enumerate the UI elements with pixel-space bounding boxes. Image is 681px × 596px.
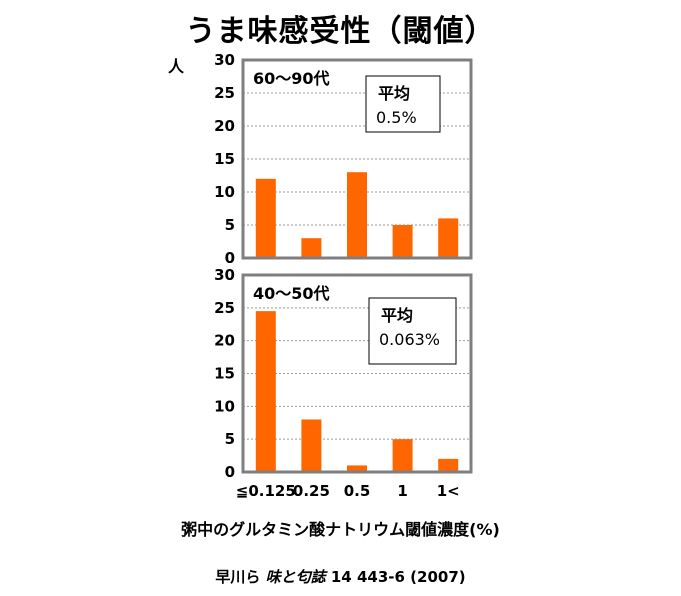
panel-2-bar-4 [392, 439, 413, 472]
panel-2-label: 40〜50代 [253, 284, 330, 303]
panel-2-y-tick-label: 5 [225, 430, 235, 448]
panel-2-mean-title: 平均 [381, 306, 413, 325]
panel-2-mean-box [368, 297, 457, 365]
citation-details: 14 443-6 (2007) [330, 568, 466, 586]
panel-1-bar-1 [255, 178, 276, 258]
panel-1-mean-value: 0.5% [376, 108, 417, 127]
panel-2-frame [241, 273, 473, 474]
panel-1-bar-3 [347, 172, 367, 258]
panel-2-bar-5 [438, 458, 459, 472]
x-axis-title: 粥中のグルタミン酸ナトリウム閾値濃度(%) [181, 520, 500, 539]
panel-2-bar-1 [255, 311, 276, 472]
panel-2-y-tick-label: 25 [214, 299, 235, 317]
panel-1-y-tick-label: 25 [214, 84, 235, 102]
panel-1-y-tick-label: 10 [214, 183, 235, 201]
chart-title: うま味感受性（閾値） [185, 14, 496, 49]
panel-1-bar-4 [392, 225, 413, 258]
panel-1-mean-title: 平均 [378, 84, 410, 103]
panel-2-bar-3 [347, 465, 367, 472]
panel-1-y-axis-label: 人 [168, 57, 185, 76]
citation-authors: 早川ら [215, 568, 261, 586]
panel-2-bar-2 [301, 419, 322, 472]
panel-1-y-tick-label: 30 [214, 51, 235, 69]
panel-1-bar-2 [301, 238, 322, 258]
panel-2-y-tick-label: 20 [214, 332, 235, 350]
panel-1-frame [241, 58, 473, 260]
panel-1-label: 60〜90代 [253, 69, 330, 88]
citation: 早川ら 味と匂誌 14 443-6 (2007) [0, 566, 681, 587]
x-tick-label-1: ≦0.125 [236, 482, 296, 500]
panel-2-y-tick-label: 0 [225, 463, 235, 481]
panel-1-bar-5 [438, 218, 459, 258]
panel-2-y-tick-label: 30 [214, 266, 235, 284]
panel-2-y-tick-label: 15 [214, 365, 235, 383]
panel-1-y-tick-label: 20 [214, 117, 235, 135]
panel-1-y-tick-label: 15 [214, 150, 235, 168]
x-tick-label-3: 0.5 [344, 482, 371, 500]
x-tick-label-2: 0.25 [293, 482, 330, 500]
citation-journal: 味と匂誌 [265, 568, 326, 586]
panel-1-y-tick-label: 0 [225, 249, 235, 267]
panel-2-y-tick-label: 10 [214, 397, 235, 415]
panel-1-mean-box [365, 75, 441, 133]
x-tick-label-5: 1< [437, 482, 460, 500]
panel-1-y-tick-label: 5 [225, 216, 235, 234]
x-tick-label-4: 1 [397, 482, 407, 500]
panel-2-mean-value: 0.063% [379, 330, 440, 349]
